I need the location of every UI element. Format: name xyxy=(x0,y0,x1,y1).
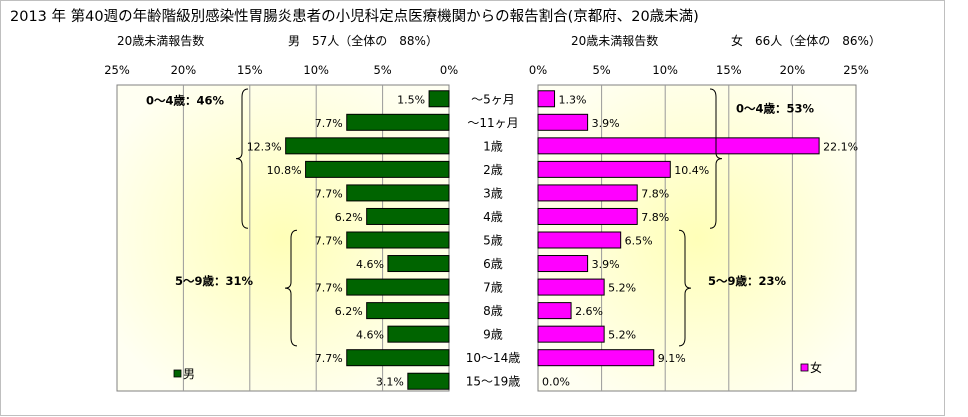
male-group-label: 0～4歳：46% xyxy=(146,94,225,108)
right-subtitle-total: 女 66人（全体の 86%） xyxy=(731,33,881,48)
chart-title: 2013 年 第40週の年齢階級別感染性胃腸炎患者の小児科定点医療機関からの報告… xyxy=(10,7,699,25)
category-label: ～11ヶ月 xyxy=(467,116,518,130)
female-axis-tick: 0% xyxy=(529,63,547,77)
male-data-label: 6.2% xyxy=(335,305,363,318)
female-data-label: 7.8% xyxy=(641,187,669,200)
female-data-label: 2.6% xyxy=(575,305,603,318)
female-legend-label: 女 xyxy=(810,360,822,375)
female-data-label: 10.4% xyxy=(674,164,709,177)
female-bar xyxy=(537,255,589,273)
male-axis-tick: 5% xyxy=(373,63,391,77)
female-axis-tick: 20% xyxy=(780,63,806,77)
male-axis-tick: 15% xyxy=(237,63,263,77)
female-group-brace xyxy=(678,229,692,347)
female-data-label: 22.1% xyxy=(823,140,858,153)
female-group-brace xyxy=(709,88,723,229)
female-data-label: 3.9% xyxy=(592,258,620,271)
male-data-label: 10.8% xyxy=(267,164,302,177)
category-label: ～5ヶ月 xyxy=(471,92,515,106)
male-bar xyxy=(387,325,450,343)
category-label: 7歳 xyxy=(483,281,503,295)
male-bar xyxy=(346,231,450,249)
female-data-label: 5.2% xyxy=(608,329,636,342)
male-axis-tick: 25% xyxy=(104,63,130,77)
female-bar xyxy=(537,349,655,367)
male-group-brace xyxy=(235,88,249,229)
female-data-label: 9.1% xyxy=(658,352,686,365)
male-bar xyxy=(346,113,450,131)
female-data-label: 0.0% xyxy=(542,376,570,389)
female-bar xyxy=(537,207,638,225)
category-label: 4歳 xyxy=(483,210,503,224)
category-label: 3歳 xyxy=(483,186,503,200)
category-label: 6歳 xyxy=(483,257,503,271)
male-data-label: 3.1% xyxy=(376,376,404,389)
category-label: 5歳 xyxy=(483,234,503,248)
male-data-label: 7.7% xyxy=(315,187,343,200)
male-data-label: 12.3% xyxy=(247,140,282,153)
female-group-label: 0～4歳：53% xyxy=(736,102,815,116)
female-bar xyxy=(537,184,638,202)
male-data-label: 1.5% xyxy=(397,93,425,106)
female-bar xyxy=(537,302,572,320)
male-data-label: 7.7% xyxy=(315,282,343,295)
male-bar xyxy=(305,160,450,178)
male-bar xyxy=(428,90,450,108)
category-label: 1歳 xyxy=(483,139,503,153)
left-subtitle-count: 20歳未満報告数 xyxy=(117,33,204,48)
male-data-label: 7.7% xyxy=(315,117,343,130)
male-legend-label: 男 xyxy=(183,367,195,381)
female-group-label: 5～9歳：23% xyxy=(708,274,787,288)
female-axis-tick: 5% xyxy=(592,63,610,77)
female-data-label: 5.2% xyxy=(608,282,636,295)
male-data-label: 7.7% xyxy=(315,235,343,248)
female-bar xyxy=(537,90,556,108)
female-bar xyxy=(537,160,671,178)
male-axis-tick: 0% xyxy=(440,63,458,77)
male-bar xyxy=(366,207,450,225)
male-bar xyxy=(285,137,450,155)
category-label: 2歳 xyxy=(483,163,503,177)
male-legend-swatch xyxy=(173,369,182,378)
female-bar xyxy=(537,231,622,249)
female-bar xyxy=(537,278,605,296)
female-data-label: 6.5% xyxy=(625,235,653,248)
female-bar xyxy=(537,137,820,155)
category-label: 9歳 xyxy=(483,328,503,342)
female-bar xyxy=(537,325,605,343)
left-subtitle-total: 男 57人（全体の 88%） xyxy=(288,33,438,48)
male-bar xyxy=(346,184,450,202)
male-bar xyxy=(407,372,450,390)
male-group-brace xyxy=(284,229,298,347)
female-data-label: 3.9% xyxy=(592,117,620,130)
category-label: 15～19歳 xyxy=(466,375,521,389)
male-bar xyxy=(366,302,450,320)
male-axis-tick: 20% xyxy=(171,63,197,77)
male-bar xyxy=(346,278,450,296)
male-data-label: 7.7% xyxy=(315,352,343,365)
right-subtitle-count: 20歳未満報告数 xyxy=(571,33,658,48)
category-label: 8歳 xyxy=(483,304,503,318)
male-data-label: 4.6% xyxy=(356,329,384,342)
male-axis-tick: 10% xyxy=(303,63,329,77)
female-axis-tick: 10% xyxy=(652,63,678,77)
male-data-label: 6.2% xyxy=(335,211,363,224)
male-group-label: 5～9歳：31% xyxy=(175,274,254,288)
male-bar xyxy=(387,255,450,273)
category-label: 10～14歳 xyxy=(466,351,521,365)
male-bar xyxy=(346,349,450,367)
female-axis-tick: 15% xyxy=(716,63,742,77)
female-legend-swatch xyxy=(800,363,809,372)
male-data-label: 4.6% xyxy=(356,258,384,271)
female-bar xyxy=(537,113,589,131)
female-data-label: 7.8% xyxy=(641,211,669,224)
female-data-label: 1.3% xyxy=(559,93,587,106)
female-axis-tick: 25% xyxy=(843,63,869,77)
